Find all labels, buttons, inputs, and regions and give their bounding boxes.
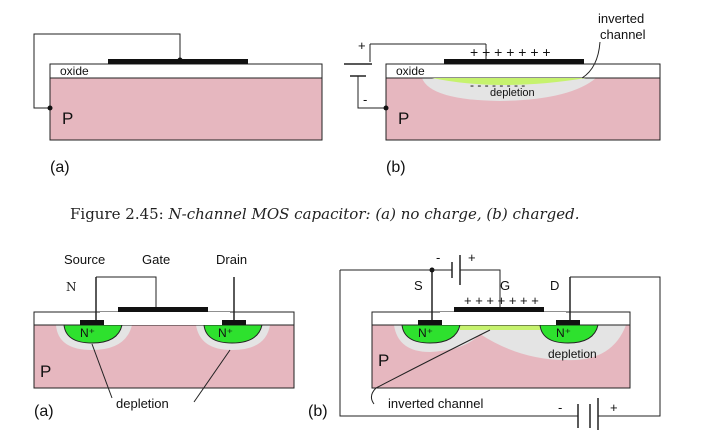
gate-plate	[118, 307, 208, 312]
oxide-layer	[100, 312, 230, 325]
drain-contact	[556, 320, 580, 325]
depletion-label: depletion	[116, 396, 169, 411]
wire	[460, 269, 501, 307]
n-plus-label: N⁺	[80, 326, 95, 340]
inverted-channel	[432, 78, 586, 85]
inverted-channel-label: inverted channel	[388, 396, 484, 411]
oxide-layer	[385, 63, 661, 79]
oxide-layer	[49, 63, 323, 79]
source-label: S	[414, 278, 423, 293]
battery-minus: -	[363, 92, 367, 107]
p-label: P	[378, 351, 389, 370]
depletion-pointer	[91, 343, 113, 399]
source-contact	[418, 320, 442, 325]
p-label: P	[40, 362, 51, 381]
source-contact	[80, 320, 104, 325]
n-plus-label: N⁺	[218, 326, 233, 340]
oxide-layer	[440, 312, 566, 325]
panel-tag: (b)	[386, 159, 406, 176]
depletion-label: depletion	[490, 87, 535, 99]
inverted-pointer	[370, 329, 491, 405]
source-label: Source	[64, 252, 105, 267]
depletion-label: depletion	[548, 347, 597, 361]
positive-charges: + + + + + + +	[470, 44, 551, 60]
wire	[339, 270, 560, 417]
wire-node	[177, 57, 183, 63]
negative-charges: - - - - - - - -	[470, 78, 525, 92]
inverted-channel-pointer	[581, 41, 601, 79]
battery-plus: +	[468, 250, 476, 265]
diagram-top-b: + - oxide + + + + + + + - - - - - - - - …	[344, 11, 661, 176]
gate-plate	[444, 59, 584, 64]
panel-tag: (a)	[34, 403, 54, 420]
wire	[33, 33, 181, 109]
positive-charges: + + + + + + +	[464, 293, 539, 308]
wire	[570, 276, 661, 417]
channel-label: channel	[600, 27, 646, 42]
n-plus-label: N⁺	[418, 326, 433, 340]
battery-minus: -	[558, 400, 562, 415]
diagram-top-a: oxide P (a)	[33, 33, 323, 176]
n-plus-label: N⁺	[556, 326, 571, 340]
inverted-label: inverted	[598, 11, 644, 26]
oxide-label: oxide	[396, 64, 425, 78]
p-substrate	[49, 77, 323, 141]
drain-label: D	[550, 278, 559, 293]
gate-plate	[454, 307, 544, 312]
wire-node	[383, 105, 389, 111]
diagram-bottom-a: Source Gate Drain N N⁺ N⁺ P depletion (a…	[33, 252, 295, 420]
n-label: N	[66, 280, 77, 294]
drain-contact	[222, 320, 246, 325]
n-plus-region	[63, 324, 123, 344]
drain-label: Drain	[216, 252, 247, 267]
n-plus-region	[203, 324, 263, 344]
panel-tag: (b)	[308, 403, 328, 420]
wire-node	[47, 105, 53, 111]
n-plus-region	[401, 324, 461, 344]
figure-caption: Figure 2.45: N-channel MOS capacitor: (a…	[70, 205, 579, 223]
caption-text: N-channel MOS capacitor: (a) no charge, …	[168, 205, 580, 223]
battery-plus: +	[610, 400, 618, 415]
gate-label: Gate	[142, 252, 170, 267]
battery-plus: +	[358, 38, 366, 53]
caption-prefix: Figure 2.45:	[70, 205, 169, 223]
p-label: P	[398, 109, 409, 128]
depletion-pointer	[193, 349, 231, 403]
inverted-channel	[460, 325, 540, 330]
oxide-label: oxide	[60, 64, 89, 78]
depletion-region	[422, 78, 596, 101]
panel-tag: (a)	[50, 159, 70, 176]
p-label: P	[62, 109, 73, 128]
wire	[96, 276, 157, 307]
gate-label: G	[500, 278, 510, 293]
diagram-bottom-b: S G D - + + + + + + + + N⁺ N⁺ depletion …	[308, 250, 661, 430]
battery-minus: -	[436, 250, 440, 265]
n-plus-region	[539, 324, 599, 344]
wire	[357, 76, 386, 109]
